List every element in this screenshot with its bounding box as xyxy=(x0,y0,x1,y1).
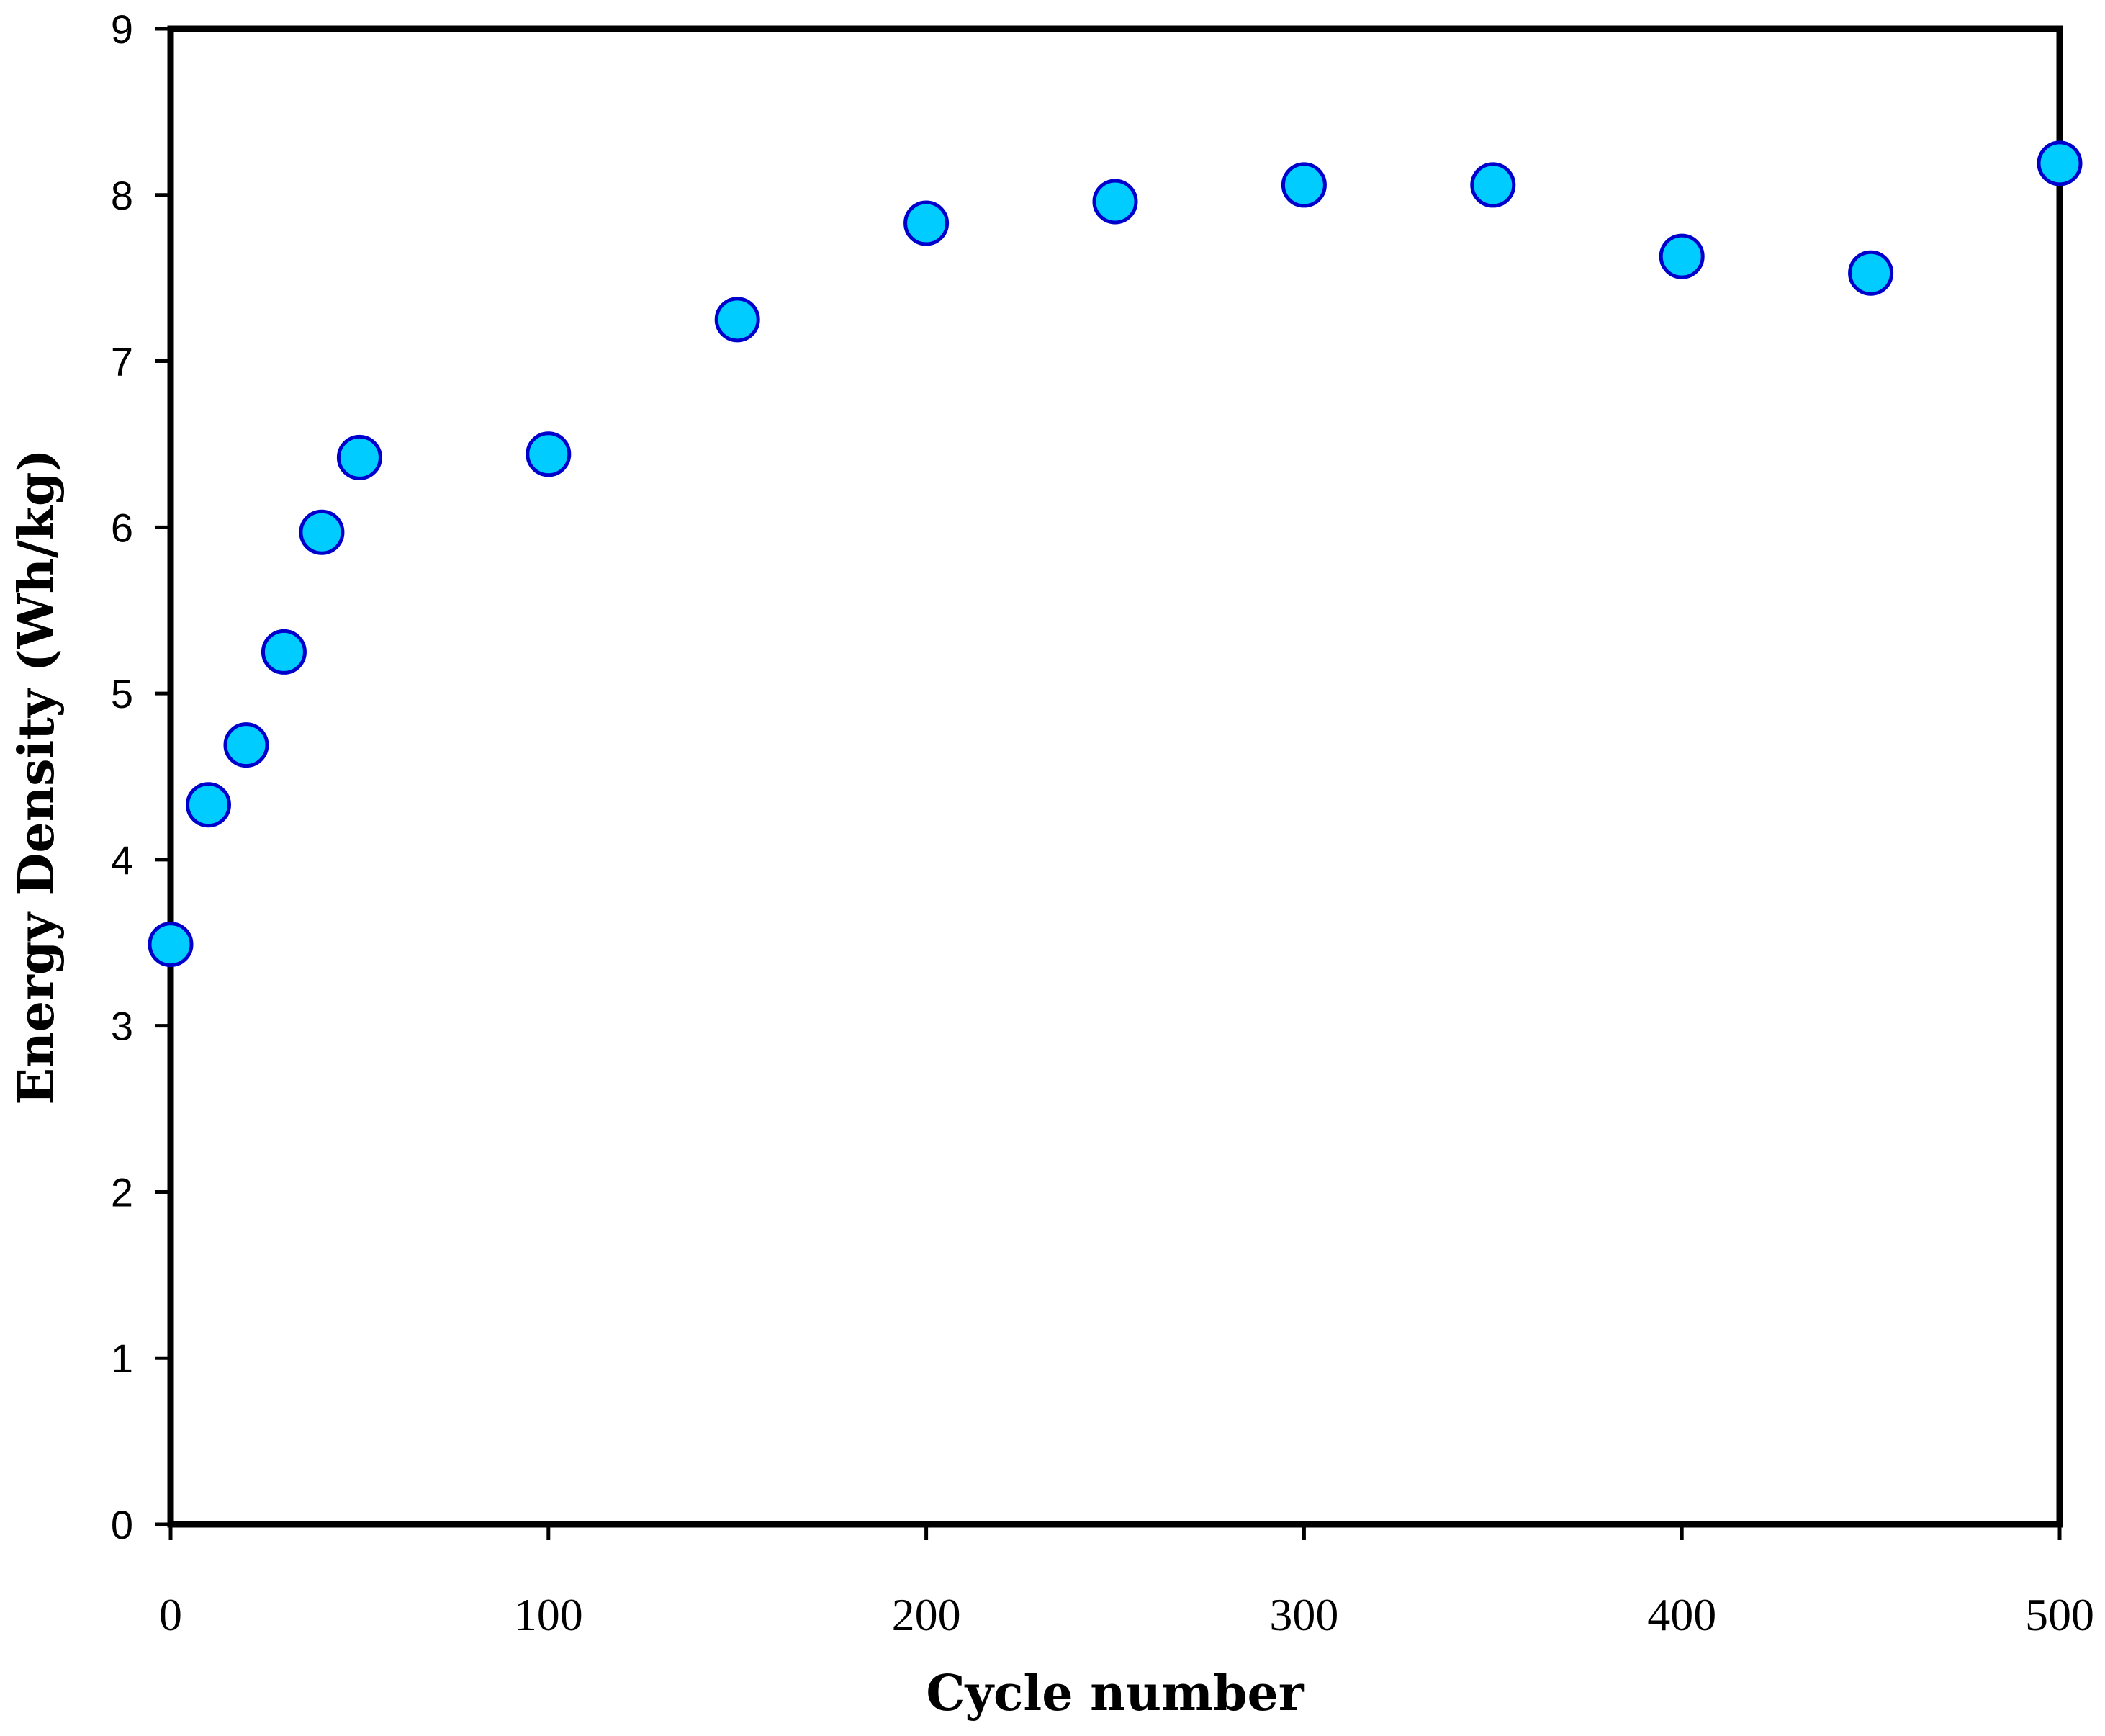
x-tick-label: 400 xyxy=(1647,1589,1716,1640)
data-point xyxy=(1281,162,1327,208)
data-point xyxy=(1659,233,1705,279)
y-axis-title: Energy Density (Wh/kg) xyxy=(8,449,66,1105)
x-tick-label: 100 xyxy=(514,1589,583,1640)
x-tick-label: 500 xyxy=(2025,1589,2094,1640)
y-tick-label: 0 xyxy=(111,1502,133,1547)
y-tick-label: 4 xyxy=(111,837,133,883)
data-point xyxy=(185,782,231,828)
x-axis-title: Cycle number xyxy=(926,1665,1304,1722)
data-point xyxy=(336,434,382,480)
y-tick-label: 8 xyxy=(111,173,133,218)
y-tick-label: 9 xyxy=(111,6,133,52)
plot-frame xyxy=(167,25,2063,1528)
y-tick-label: 3 xyxy=(111,1004,133,1049)
y-axis-ticks: 0 1 2 3 4 5 6 7 8 9 xyxy=(111,6,171,1547)
data-points xyxy=(148,140,2083,968)
data-point xyxy=(2037,140,2083,186)
data-point xyxy=(526,431,572,477)
data-point xyxy=(223,722,269,768)
data-point xyxy=(1470,162,1516,208)
data-point xyxy=(1848,250,1894,296)
data-point xyxy=(714,297,760,343)
data-point xyxy=(148,922,194,968)
y-tick-label: 2 xyxy=(111,1169,133,1215)
data-point xyxy=(1092,179,1138,225)
x-tick-label: 200 xyxy=(892,1589,961,1640)
y-tick-label: 1 xyxy=(111,1336,133,1381)
data-point xyxy=(903,200,950,246)
y-tick-label: 7 xyxy=(111,339,133,384)
y-tick-label: 6 xyxy=(111,505,133,550)
y-tick-label: 5 xyxy=(111,671,133,716)
x-tick-label: 0 xyxy=(159,1589,182,1640)
x-axis-ticks: 0 100 200 300 400 500 xyxy=(159,1524,2094,1640)
data-point xyxy=(299,509,345,555)
data-point xyxy=(261,629,307,675)
x-tick-label: 300 xyxy=(1269,1589,1338,1640)
